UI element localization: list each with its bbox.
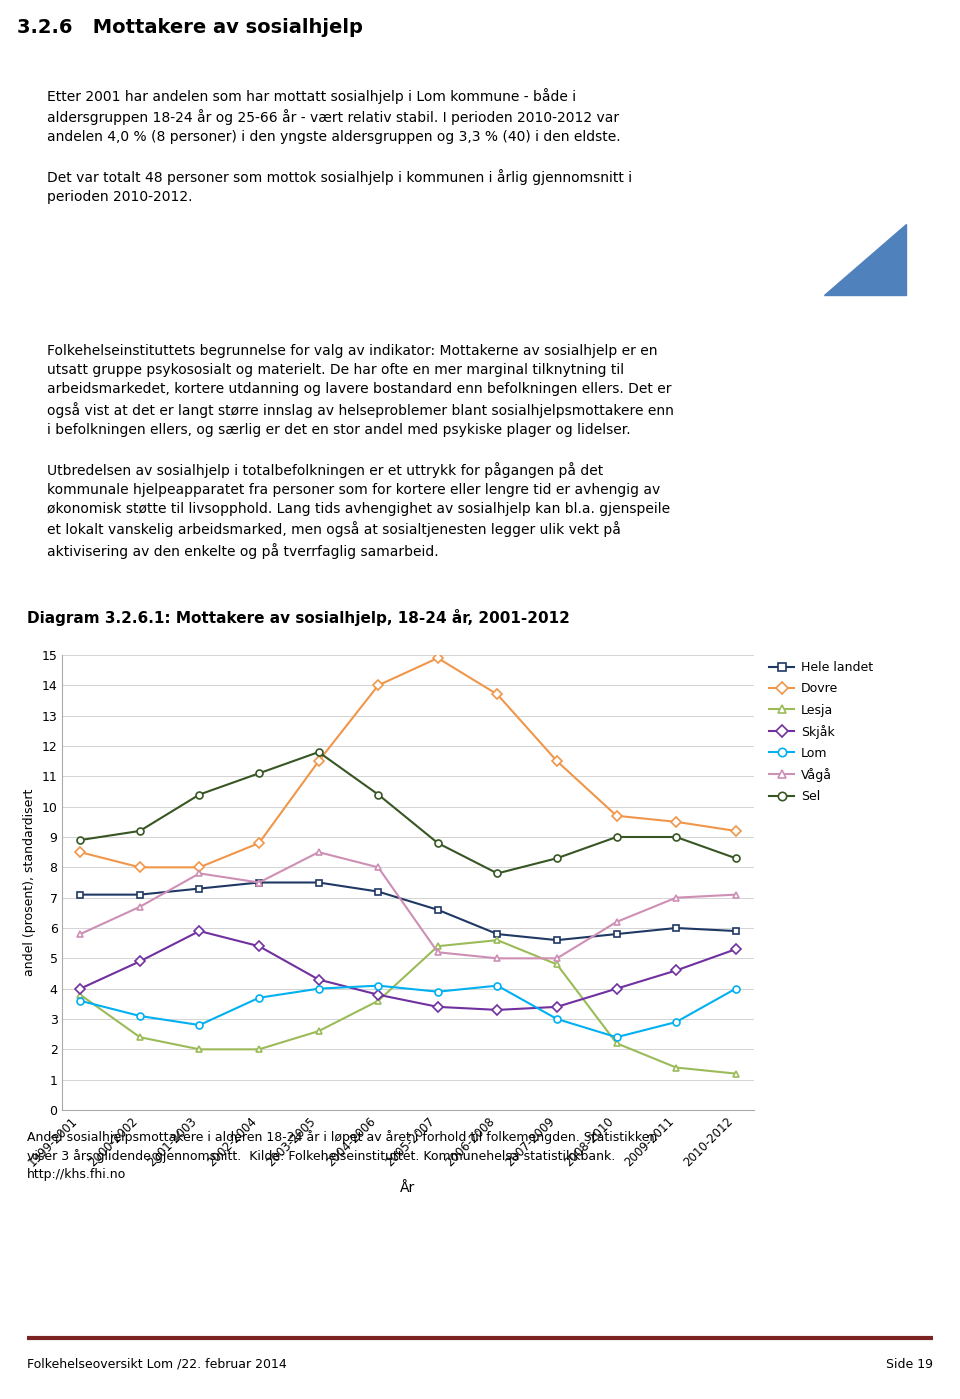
Y-axis label: andel (prosent), standardisert: andel (prosent), standardisert — [23, 789, 36, 977]
Text: Etter 2001 har andelen som har mottatt sosialhjelp i Lom kommune - både i
alders: Etter 2001 har andelen som har mottatt s… — [47, 88, 632, 204]
Text: Side 19: Side 19 — [886, 1357, 933, 1371]
Text: 3.2.6   Mottakere av sosialhjelp: 3.2.6 Mottakere av sosialhjelp — [17, 18, 363, 36]
X-axis label: År: År — [400, 1181, 416, 1195]
Text: Andel sosialhjelpsmottakere i alderen 18-24 år i løpet av året i forhold til fol: Andel sosialhjelpsmottakere i alderen 18… — [27, 1130, 658, 1181]
Polygon shape — [825, 224, 906, 295]
Text: Folkehelseoversikt Lom /22. februar 2014: Folkehelseoversikt Lom /22. februar 2014 — [27, 1357, 287, 1371]
Text: Diagram 3.2.6.1: Mottakere av sosialhjelp, 18-24 år, 2001-2012: Diagram 3.2.6.1: Mottakere av sosialhjel… — [27, 609, 569, 625]
Text: Folkehelseinstituttets begrunnelse for valg av indikator: Mottakerne av sosialhj: Folkehelseinstituttets begrunnelse for v… — [47, 344, 674, 560]
Legend: Hele landet, Dovre, Lesja, Skjåk, Lom, Vågå, Sel: Hele landet, Dovre, Lesja, Skjåk, Lom, V… — [770, 662, 873, 803]
